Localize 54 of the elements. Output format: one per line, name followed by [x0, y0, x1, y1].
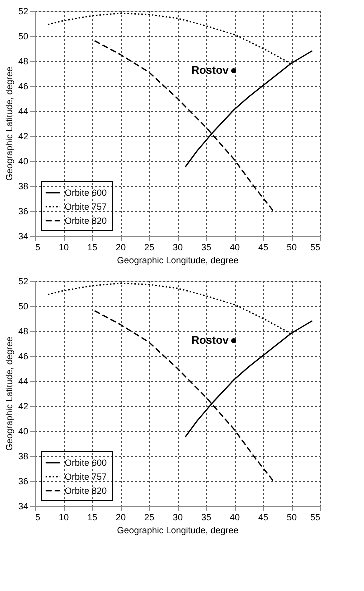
y-tick-label: 52	[18, 276, 28, 286]
x-axis-title: Geographic Longitude, degree	[117, 256, 239, 266]
x-tick-label: 35	[201, 512, 212, 522]
y-tick-label: 36	[18, 206, 28, 216]
x-tick-label: 5	[36, 512, 41, 522]
x-tick-label: 10	[58, 512, 70, 522]
x-tick-label: 45	[258, 512, 269, 522]
y-tick-label: 42	[18, 402, 28, 412]
x-tick-label: 10	[58, 242, 70, 252]
x-tick-label: 55	[310, 242, 320, 252]
y-tick-label: 34	[18, 502, 28, 512]
x-tick-label: 55	[310, 512, 320, 522]
y-tick-label: 34	[18, 232, 28, 242]
y-tick-label: 40	[18, 426, 28, 436]
y-tick-label: 52	[18, 6, 28, 16]
legend-label: Orbite 820	[65, 486, 108, 496]
x-tick-label: 20	[116, 242, 126, 252]
y-tick-label: 50	[18, 302, 28, 312]
x-tick-label: 20	[116, 512, 126, 522]
legend-label: Orbite 820	[65, 216, 108, 226]
y-tick-label: 38	[18, 182, 28, 192]
legend-label: Orbite 757	[65, 472, 108, 482]
y-tick-label: 48	[18, 326, 28, 336]
x-tick-label: 25	[144, 512, 155, 522]
y-tick-label: 42	[18, 132, 28, 142]
y-tick-label: 46	[18, 82, 28, 92]
y-axis-title: Geographic Latitude, degree	[4, 66, 14, 182]
x-tick-label: 50	[286, 512, 298, 522]
y-axis-title: Geographic Latitude, degree	[4, 336, 14, 452]
legend-label: Orbite 600	[65, 458, 108, 468]
x-tick-label: 45	[258, 242, 269, 252]
y-tick-label: 48	[18, 56, 28, 66]
x-axis-title: Geographic Longitude, degree	[117, 526, 239, 536]
x-tick-label: 35	[201, 242, 212, 252]
x-tick-label: 25	[144, 242, 155, 252]
series-label: Rostov	[192, 65, 230, 77]
y-tick-label: 36	[18, 476, 28, 486]
series-label: Rostov	[192, 335, 230, 347]
y-tick-label: 44	[18, 106, 28, 116]
legend-label: Orbite 757	[65, 202, 108, 212]
x-tick-label: 15	[87, 242, 98, 252]
y-tick-label: 46	[18, 352, 28, 362]
y-tick-label: 40	[18, 156, 28, 166]
x-tick-label: 50	[286, 242, 298, 252]
x-tick-label: 40	[230, 242, 240, 252]
legend-label: Orbite 600	[65, 188, 108, 198]
x-tick-label: 5	[36, 242, 41, 252]
x-tick-label: 30	[172, 242, 184, 252]
y-tick-label: 38	[18, 452, 28, 462]
x-tick-label: 30	[172, 512, 184, 522]
y-tick-label: 50	[18, 32, 28, 42]
x-tick-label: 15	[87, 512, 98, 522]
x-tick-label: 40	[230, 512, 240, 522]
y-tick-label: 44	[18, 376, 28, 386]
